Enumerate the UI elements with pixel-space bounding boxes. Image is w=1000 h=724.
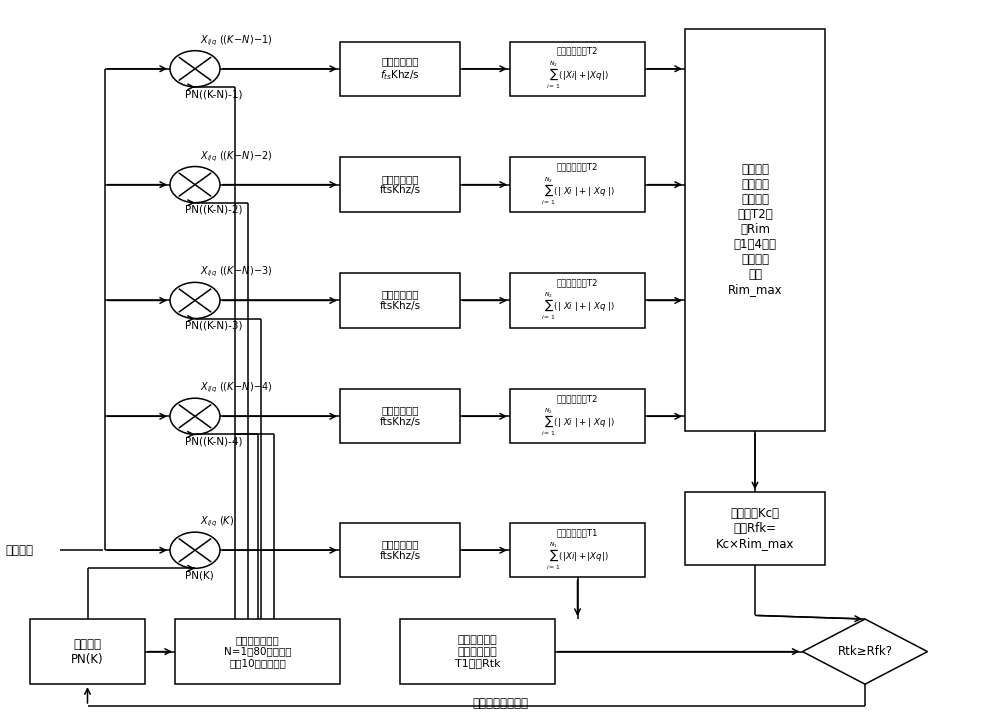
Bar [340, 523, 460, 578]
Text: 接收信号: 接收信号 [5, 544, 33, 557]
Bar [30, 619, 145, 684]
Text: 一次相干积分
ftsKhz/s: 一次相干积分 ftsKhz/s [379, 405, 421, 427]
Text: $X_{i/q}$ $((K\!-\!N)\!-\!3)$: $X_{i/q}$ $((K\!-\!N)\!-\!3)$ [200, 265, 273, 279]
Bar [340, 274, 460, 327]
Polygon shape [802, 619, 928, 684]
Text: $X_{i/q}$ $((K\!-\!N)\!-\!2)$: $X_{i/q}$ $((K\!-\!N)\!-\!2)$ [200, 149, 273, 164]
Text: $X_{i/q}$ $((K\!-\!N)\!-\!4)$: $X_{i/q}$ $((K\!-\!N)\!-\!4)$ [200, 381, 273, 395]
Text: 一次相干积分
$f_{ts}$Khz/s: 一次相干积分 $f_{ts}$Khz/s [380, 56, 420, 82]
Bar [340, 158, 460, 211]
Text: 二次相干积分T2
$\sum_{i=1}^{N_2}(|\ Xi\ |+|\ Xq\ |)$: 二次相干积分T2 $\sum_{i=1}^{N_2}(|\ Xi\ |+|\ X… [541, 395, 614, 438]
Text: PN((K-N)-3): PN((K-N)-3) [185, 321, 242, 331]
Text: PN((K-N)-4): PN((K-N)-4) [185, 437, 242, 447]
Bar [340, 41, 460, 96]
Text: PN(K): PN(K) [185, 571, 214, 581]
Bar [510, 158, 645, 211]
Bar [175, 619, 340, 684]
Bar [400, 619, 555, 684]
Bar [685, 492, 825, 565]
Text: 一次相干积分
ftsKhz/s: 一次相干积分 ftsKhz/s [379, 174, 421, 195]
Text: 一次相干积分
ftsKhz/s: 一次相干积分 ftsKhz/s [379, 539, 421, 561]
Bar [510, 274, 645, 327]
Text: 伪码错锁，需退锁: 伪码错锁，需退锁 [472, 696, 528, 710]
Bar [340, 390, 460, 443]
Text: 一次相干积分
ftsKhz/s: 一次相干积分 ftsKhz/s [379, 290, 421, 311]
Text: 二次相干积分T2
$\sum_{i=1}^{N_2}(|Xi|+|Xq|)$: 二次相干积分T2 $\sum_{i=1}^{N_2}(|Xi|+|Xq|)$ [546, 47, 609, 90]
Text: $X_{i/q}$ $(K)$: $X_{i/q}$ $(K)$ [200, 515, 234, 529]
Bar [685, 29, 825, 431]
Text: 二次相干积分T2
$\sum_{i=1}^{N_2}(|\ Xi\ |+|\ Xq\ |)$: 二次相干积分T2 $\sum_{i=1}^{N_2}(|\ Xi\ |+|\ X… [541, 279, 614, 322]
Text: 锁定判断支路
自相关値时间
T1积分Rtk: 锁定判断支路 自相关値时间 T1积分Rtk [455, 635, 500, 668]
Bar [510, 523, 645, 578]
Text: 选取参数Kc，
计算Rfk=
Kc×Rim_max: 选取参数Kc， 计算Rfk= Kc×Rim_max [716, 507, 794, 550]
Text: 二次相干积分T2
$\sum_{i=1}^{N_2}(|\ Xi\ |+|\ Xq\ |)$: 二次相干积分T2 $\sum_{i=1}^{N_2}(|\ Xi\ |+|\ X… [541, 163, 614, 206]
Bar [510, 390, 645, 443]
Text: PN((K-N)-2): PN((K-N)-2) [185, 205, 242, 215]
Text: 当前伪码延迟，
N=1～80码片，共
分组10组进行相关: 当前伪码延迟， N=1～80码片，共 分组10组进行相关 [224, 635, 291, 668]
Text: 本地伪码
PN(K): 本地伪码 PN(K) [71, 638, 104, 665]
Text: 二次相干积分T1
$\sum_{i=1}^{N_1}(|Xi|+|Xq|)$: 二次相干积分T1 $\sum_{i=1}^{N_1}(|Xi|+|Xq|)$ [546, 529, 609, 572]
Bar [510, 41, 645, 96]
Text: $X_{i/q}$ $((K\!-\!N)\!-\!1)$: $X_{i/q}$ $((K\!-\!N)\!-\!1)$ [200, 33, 273, 48]
Text: 假锁判断
支路互相
关値进行
时间T2积
分Rim
（1～4），
并查找最
大値
Rim_max: 假锁判断 支路互相 关値进行 时间T2积 分Rim （1～4）， 并查找最 大値… [728, 164, 782, 296]
Text: Rtk≥Rfk?: Rtk≥Rfk? [838, 645, 893, 658]
Text: PN((K-N)-1): PN((K-N)-1) [185, 89, 242, 99]
